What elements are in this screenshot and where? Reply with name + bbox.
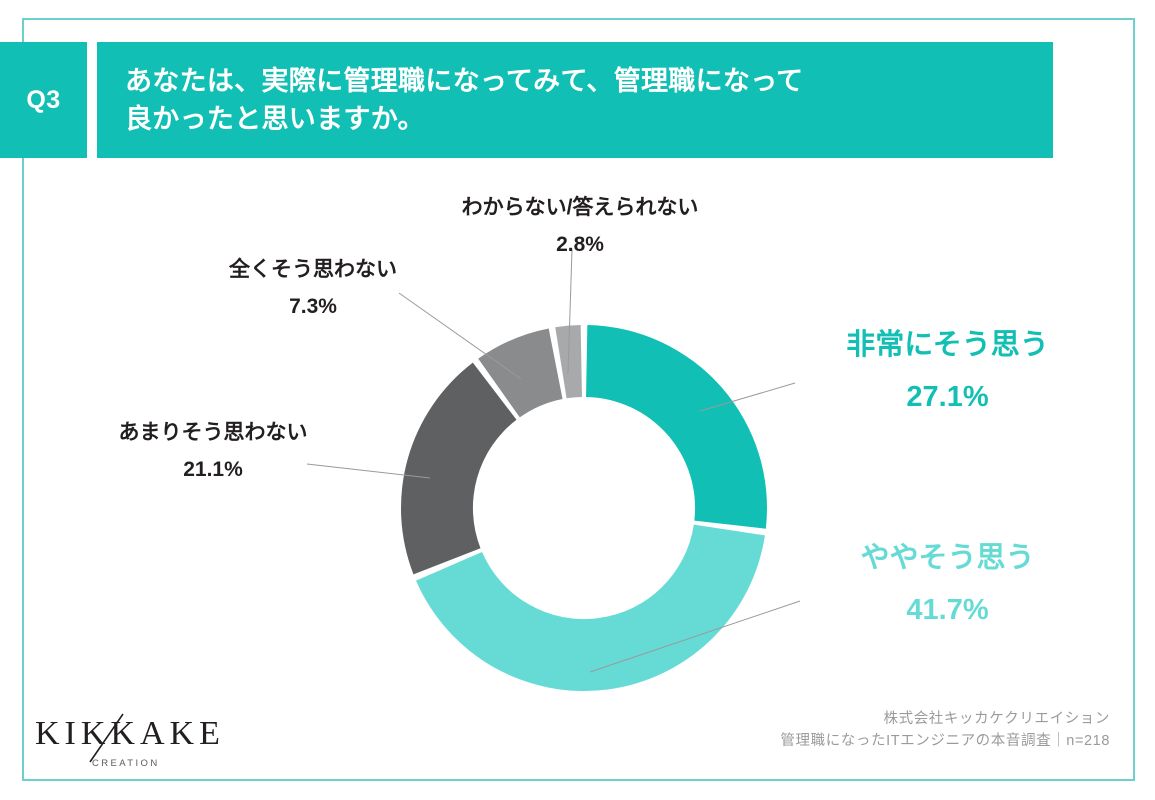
- logo-tagline-text: CREATION: [92, 758, 160, 769]
- question-number-badge: Q3: [0, 42, 87, 158]
- leader-line-strong: [699, 382, 796, 412]
- callout-notmuch-value: 21.1%: [183, 457, 243, 481]
- callout-leader-lines: [306, 249, 801, 673]
- donut-slices: [401, 325, 767, 691]
- callout-notatall-name: 全くそう思わない: [229, 258, 397, 281]
- callout-somewhat: ややそう思う 41.7%: [810, 538, 1085, 631]
- callout-dontknow-name: わからない/答えられない: [461, 196, 699, 219]
- question-title-bar: あなたは、実際に管理職になってみて、管理職になって 良かったと思いますか。: [97, 42, 1053, 158]
- logo-slash: [89, 713, 124, 763]
- donut-slice: [586, 325, 767, 529]
- callout-notmuch: あまりそう思わない 21.1%: [78, 418, 348, 485]
- kikkake-logo-svg: KIKKAKE CREATION: [35, 713, 225, 769]
- leader-line-notatall: [398, 292, 522, 380]
- footer-company: 株式会社キッカケクリエイション: [883, 711, 1110, 727]
- donut-slice: [401, 362, 517, 575]
- callout-strong-name: 非常にそう思う: [846, 329, 1049, 361]
- kikkake-logo: KIKKAKE CREATION: [35, 712, 245, 774]
- question-title-line-1: あなたは、実際に管理職になってみて、管理職になって: [125, 65, 804, 96]
- callout-strong-value: 27.1%: [906, 381, 989, 414]
- donut-slice: [478, 328, 563, 418]
- leader-line-dontknow: [567, 249, 573, 375]
- footer-survey: 管理職になったITエンジニアの本音調査｜n=218: [780, 733, 1110, 750]
- callout-strong: 非常にそう思う 27.1%: [810, 325, 1085, 418]
- callout-notmuch-name: あまりそう思わない: [118, 421, 308, 444]
- callout-somewhat-name: ややそう思う: [860, 542, 1035, 574]
- logo-wordmark-text: KIKKAKE: [35, 715, 225, 752]
- callout-notatall: 全くそう思わない 7.3%: [178, 255, 448, 322]
- donut-slice: [416, 524, 765, 691]
- callout-dontknow-value: 2.8%: [556, 232, 604, 256]
- footer-credit: 株式会社キッカケクリエイション 管理職になったITエンジニアの本音調査｜n=21…: [780, 708, 1110, 753]
- question-number-label: Q3: [26, 85, 61, 114]
- leader-line-somewhat: [589, 600, 801, 673]
- callout-notatall-value: 7.3%: [289, 294, 337, 318]
- callout-dontknow: わからない/答えられない 2.8%: [425, 193, 735, 260]
- leader-line-notmuch: [306, 463, 431, 479]
- callout-somewhat-value: 41.7%: [906, 594, 989, 627]
- question-title-line-2: 良かったと思いますか。: [125, 104, 425, 134]
